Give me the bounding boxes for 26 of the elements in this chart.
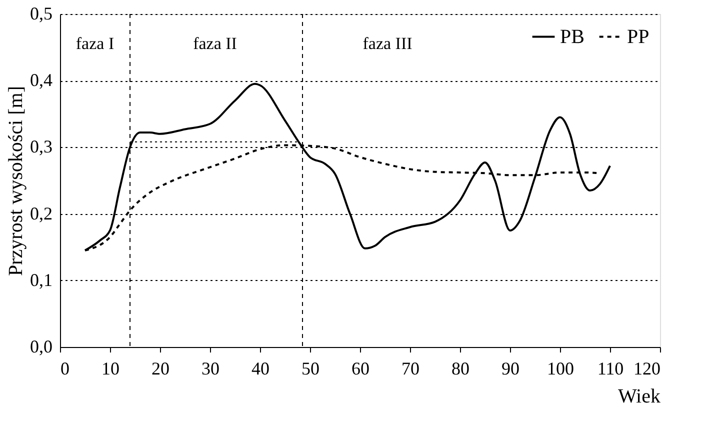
x-tick-label: 10: [102, 358, 120, 378]
y-tick-label: 0,3: [30, 136, 52, 157]
legend-label: PP: [627, 26, 650, 48]
annotation: faza III: [362, 34, 413, 53]
y-axis-title: Przyrost wysokości [m]: [5, 86, 27, 276]
x-tick-label: 90: [502, 358, 520, 378]
x-tick-label: 100: [547, 358, 574, 378]
x-tick-label: 120: [634, 358, 660, 378]
x-tick-label: 20: [152, 358, 170, 378]
legend-label: PB: [560, 26, 584, 48]
x-tick-label: 0: [60, 358, 70, 378]
x-tick-label: 40: [252, 358, 270, 378]
annotation: faza I: [76, 34, 114, 53]
x-axis-title: Wiek: [618, 386, 660, 408]
y-tick-label: 0,5: [30, 4, 52, 24]
y-tick-label: 0,4: [30, 70, 52, 90]
x-tick-label: 50: [302, 358, 320, 378]
y-tick-label: 0,1: [30, 270, 52, 290]
y-tick-label: 0,0: [30, 336, 52, 356]
annotation: faza II: [193, 34, 238, 53]
x-tick-label: 30: [202, 358, 220, 378]
y-tick-label: 0,2: [30, 203, 52, 224]
x-tick-label: 110: [597, 358, 624, 378]
x-tick-label: 70: [402, 358, 420, 378]
x-tick-label: 60: [352, 358, 370, 378]
x-tick-label: 80: [452, 358, 470, 378]
